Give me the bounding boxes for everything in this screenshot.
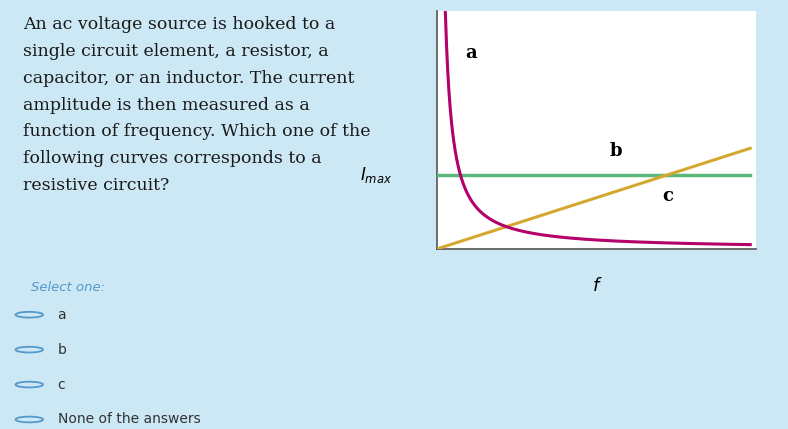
Text: b: b [609, 142, 622, 160]
Text: $f$: $f$ [592, 278, 602, 296]
Text: a: a [466, 44, 477, 62]
Text: An ac voltage source is hooked to a
single circuit element, a resistor, a
capaci: An ac voltage source is hooked to a sing… [23, 16, 370, 194]
Text: c: c [663, 187, 674, 205]
Text: a: a [58, 308, 66, 322]
Text: b: b [58, 343, 66, 356]
Text: None of the answers: None of the answers [58, 412, 200, 426]
Text: $I_{max}$: $I_{max}$ [360, 165, 392, 185]
Text: Select one:: Select one: [31, 281, 105, 294]
Text: c: c [58, 378, 65, 392]
